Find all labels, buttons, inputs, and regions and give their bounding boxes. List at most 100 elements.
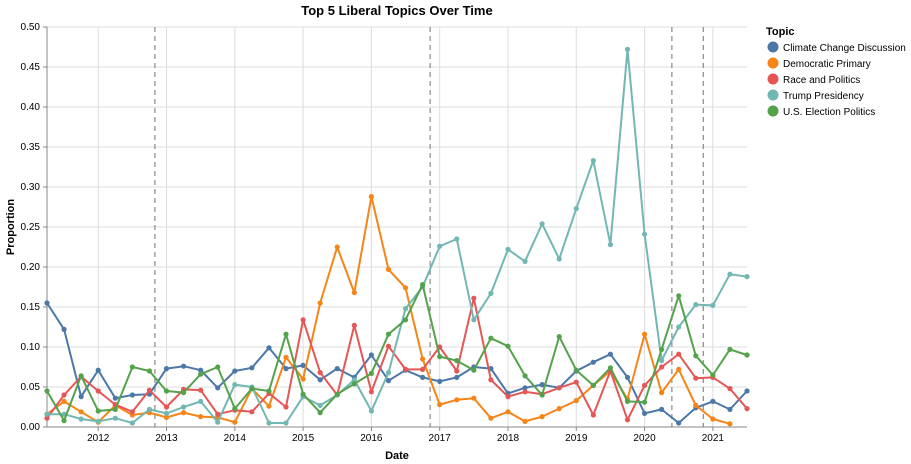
data-point[interactable] [283,366,289,372]
data-point[interactable] [454,358,460,364]
data-point[interactable] [249,365,255,371]
data-point[interactable] [624,374,631,380]
data-point[interactable] [198,398,204,404]
data-point[interactable] [624,417,631,423]
data-point[interactable] [471,395,477,401]
data-point[interactable] [266,345,272,351]
data-point[interactable] [744,406,750,412]
data-point[interactable] [385,343,392,349]
data-point[interactable] [590,359,596,365]
data-point[interactable] [454,236,460,242]
data-point[interactable] [402,306,409,312]
data-point[interactable] [317,370,323,376]
data-point[interactable] [232,368,238,374]
data-point[interactable] [522,385,528,391]
data-point[interactable] [556,406,562,412]
data-point[interactable] [522,258,528,264]
data-point[interactable] [641,410,648,416]
data-point[interactable] [556,256,562,262]
data-point[interactable] [624,398,631,404]
data-point[interactable] [693,375,699,381]
data-point[interactable] [61,326,67,332]
data-point[interactable] [556,334,562,340]
data-point[interactable] [266,420,272,426]
data-point[interactable] [744,388,750,394]
data-point[interactable] [573,367,579,373]
data-point[interactable] [44,415,50,421]
data-point[interactable] [112,406,118,412]
data-point[interactable] [300,391,306,397]
data-point[interactable] [710,398,716,404]
data-point[interactable] [573,206,579,212]
data-point[interactable] [368,194,374,200]
data-point[interactable] [693,402,699,408]
data-point[interactable] [334,366,340,372]
data-point[interactable] [590,382,596,388]
data-point[interactable] [454,397,460,403]
data-point[interactable] [420,366,426,372]
data-point[interactable] [163,404,170,410]
data-point[interactable] [522,389,528,395]
data-point[interactable] [676,420,682,426]
data-point[interactable] [385,370,392,376]
data-point[interactable] [215,419,221,425]
data-point[interactable] [471,317,477,323]
data-point[interactable] [454,368,460,374]
data-point[interactable] [351,290,357,296]
data-point[interactable] [676,324,682,330]
data-point[interactable] [539,414,545,420]
data-point[interactable] [283,331,289,337]
data-point[interactable] [488,335,494,341]
data-point[interactable] [368,370,374,376]
data-point[interactable] [163,410,170,416]
data-point[interactable] [180,363,187,369]
data-point[interactable] [573,398,579,404]
data-point[interactable] [283,354,289,360]
data-point[interactable] [505,246,511,252]
data-point[interactable] [727,406,733,412]
data-point[interactable] [368,389,374,395]
data-point[interactable] [659,364,665,370]
data-point[interactable] [659,390,665,396]
data-point[interactable] [95,418,101,424]
data-point[interactable] [368,352,374,358]
data-point[interactable] [505,343,511,349]
data-point[interactable] [180,390,187,396]
data-point[interactable] [710,302,716,308]
data-point[interactable] [573,379,579,385]
data-point[interactable] [129,364,135,370]
data-point[interactable] [317,377,323,383]
data-point[interactable] [78,394,84,400]
data-point[interactable] [437,243,443,249]
data-point[interactable] [129,409,135,415]
data-point[interactable] [488,290,494,296]
data-point[interactable] [283,420,289,426]
data-point[interactable] [232,382,238,388]
data-point[interactable] [129,420,135,426]
data-point[interactable] [44,300,50,306]
data-point[interactable] [61,398,67,404]
data-point[interactable] [249,409,255,415]
data-point[interactable] [693,302,699,308]
data-point[interactable] [437,378,443,384]
data-point[interactable] [317,410,323,416]
data-point[interactable] [385,378,392,384]
data-point[interactable] [198,414,204,420]
data-point[interactable] [215,411,221,417]
data-point[interactable] [215,385,221,391]
data-point[interactable] [641,399,648,405]
data-point[interactable] [78,409,84,415]
data-point[interactable] [146,406,153,412]
data-point[interactable] [146,387,153,393]
data-point[interactable] [266,388,272,394]
data-point[interactable] [710,416,716,422]
data-point[interactable] [727,421,733,427]
data-point[interactable] [163,366,170,372]
data-point[interactable] [641,382,648,388]
data-point[interactable] [385,331,392,337]
data-point[interactable] [112,415,118,421]
data-point[interactable] [471,367,477,373]
data-point[interactable] [744,352,750,358]
data-point[interactable] [232,419,238,425]
data-point[interactable] [61,392,67,398]
